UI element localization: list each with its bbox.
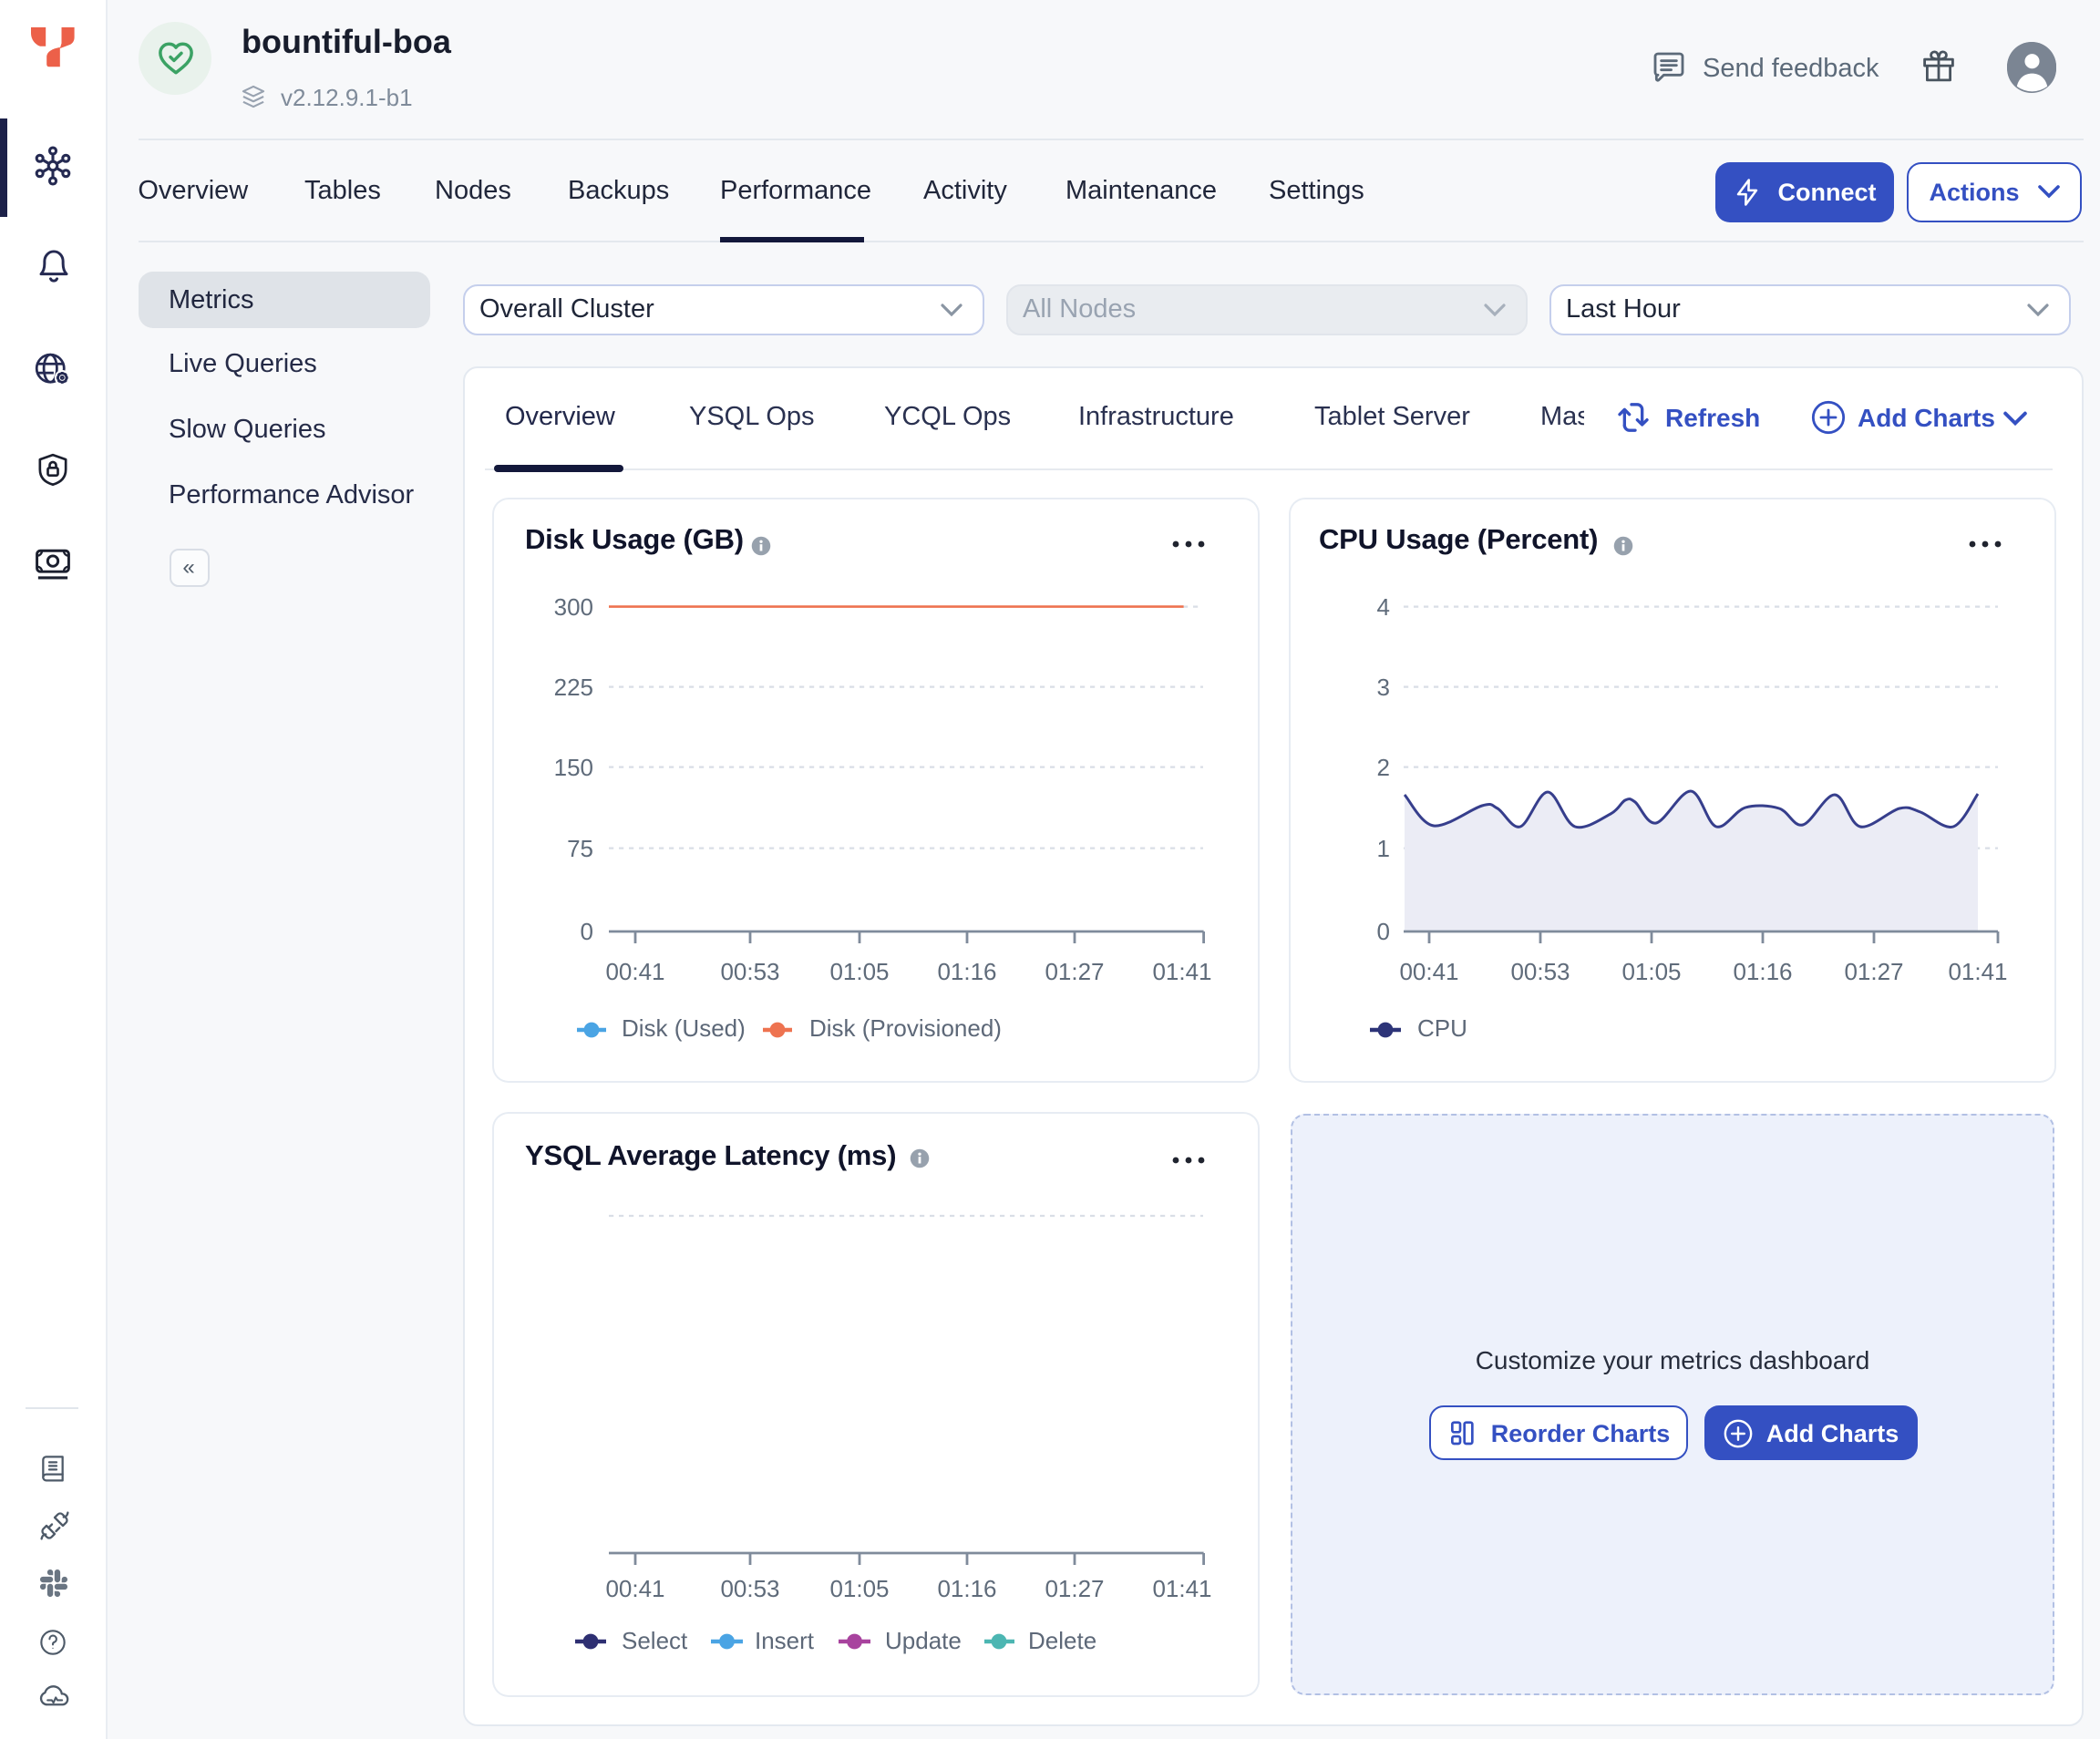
svg-text:3: 3 [1377, 673, 1390, 700]
svg-text:Update: Update [885, 1627, 962, 1654]
svg-text:01:16: 01:16 [937, 957, 996, 984]
svg-text:01:27: 01:27 [1844, 957, 1903, 984]
svg-text:01:05: 01:05 [829, 957, 889, 984]
svg-text:Insert: Insert [755, 1627, 815, 1654]
svg-text:00:41: 00:41 [605, 1575, 664, 1602]
svg-text:01:05: 01:05 [1621, 957, 1681, 984]
svg-text:01:27: 01:27 [1045, 1575, 1104, 1602]
svg-text:Disk (Provisioned): Disk (Provisioned) [809, 1014, 1002, 1041]
svg-text:00:41: 00:41 [1399, 957, 1458, 984]
svg-text:00:53: 00:53 [1510, 957, 1570, 984]
svg-text:Disk (Used): Disk (Used) [622, 1014, 746, 1041]
svg-text:Delete: Delete [1028, 1627, 1096, 1654]
svg-text:2: 2 [1377, 753, 1390, 780]
svg-text:4: 4 [1377, 592, 1390, 620]
svg-text:01:41: 01:41 [1152, 957, 1211, 984]
svg-text:00:53: 00:53 [720, 957, 779, 984]
svg-text:Select: Select [622, 1627, 688, 1654]
svg-text:75: 75 [567, 834, 593, 861]
svg-text:150: 150 [554, 753, 593, 780]
svg-text:01:27: 01:27 [1045, 957, 1104, 984]
svg-text:01:16: 01:16 [937, 1575, 996, 1602]
svg-text:00:53: 00:53 [720, 1575, 779, 1602]
svg-text:0: 0 [581, 917, 593, 944]
svg-text:0: 0 [1377, 917, 1390, 944]
svg-text:01:41: 01:41 [1948, 957, 2007, 984]
svg-text:1: 1 [1377, 834, 1390, 861]
svg-text:01:05: 01:05 [829, 1575, 889, 1602]
svg-text:01:16: 01:16 [1733, 957, 1792, 984]
svg-text:01:41: 01:41 [1152, 1575, 1211, 1602]
svg-text:00:41: 00:41 [605, 957, 664, 984]
svg-text:CPU: CPU [1417, 1014, 1467, 1041]
svg-text:225: 225 [554, 673, 593, 700]
svg-text:300: 300 [554, 592, 593, 620]
